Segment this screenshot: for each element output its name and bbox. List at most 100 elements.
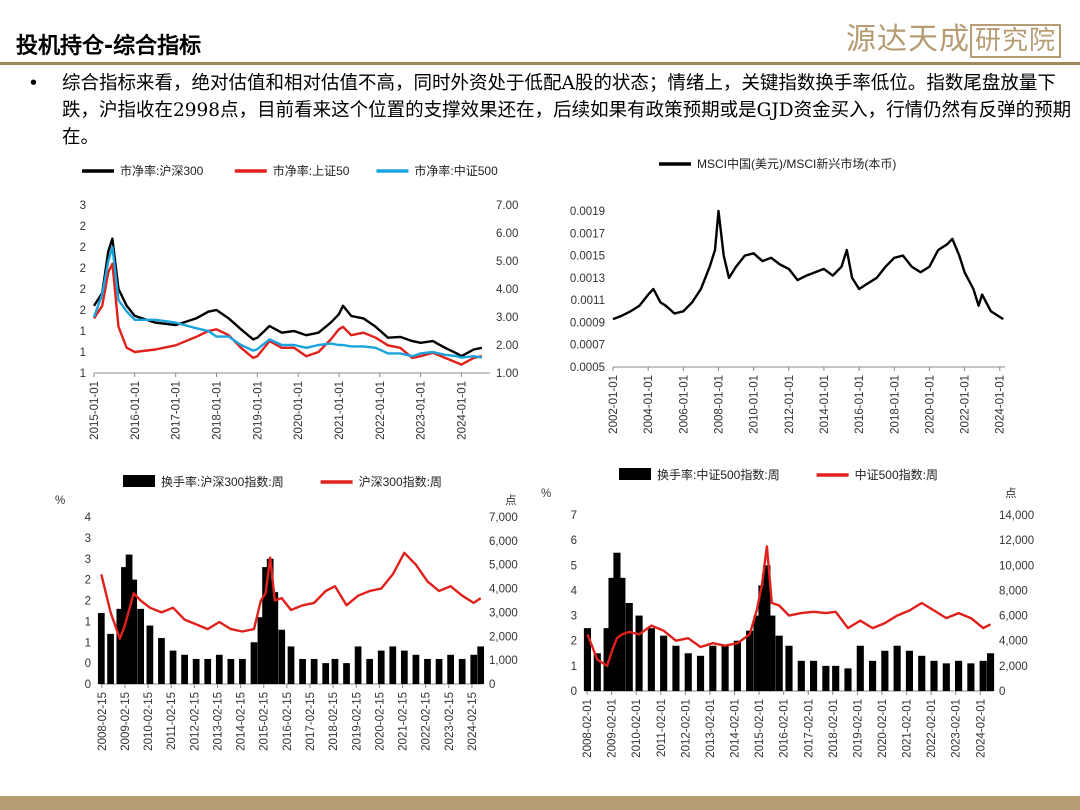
bar <box>343 663 350 684</box>
x-tick-label: 2022-02-01 <box>926 699 938 758</box>
y-tick-label: 1 <box>571 661 577 673</box>
x-tick-label: 2024-02-01 <box>975 699 987 758</box>
x-tick-label: 2023-02-15 <box>444 692 456 751</box>
bar <box>107 633 114 684</box>
bar <box>635 615 643 691</box>
x-tick-label: 2010-02-15 <box>143 692 155 751</box>
legend-swatch <box>123 475 155 487</box>
x-tick-label: 2024-01-01 <box>995 375 1007 434</box>
bar <box>709 645 717 691</box>
y-tick-label: 4 <box>85 512 92 524</box>
y-tick-label: 0.0009 <box>570 317 605 329</box>
y-tick-label: 3 <box>85 533 91 545</box>
bar <box>470 654 478 684</box>
x-tick-label: 2016-01-01 <box>854 375 866 434</box>
left-unit-label: % <box>55 495 65 507</box>
bar <box>613 552 621 691</box>
y2-tick-label: 3.00 <box>496 312 518 324</box>
bar <box>768 615 776 691</box>
legend-swatch <box>619 468 651 480</box>
x-tick-label: 2020-02-01 <box>877 699 889 758</box>
x-tick-label: 2016-02-01 <box>779 699 791 758</box>
x-tick-label: 2006-01-01 <box>678 375 690 434</box>
y-tick-label: 0.0017 <box>570 228 605 240</box>
header-divider <box>0 62 1080 65</box>
x-tick-label: 2004-01-01 <box>643 375 655 434</box>
x-tick-label: 2009-02-01 <box>607 699 619 758</box>
x-tick-label: 2009-02-15 <box>120 692 132 751</box>
series-line <box>92 245 483 359</box>
x-tick-label: 2008-02-15 <box>97 692 109 751</box>
bar <box>844 668 852 691</box>
summary-text: 综合指标来看，绝对估值和相对估值不高，同时外资处于低配A股的状态；情绪上，关键指… <box>62 73 1072 148</box>
x-tick-label: 2011-02-15 <box>166 692 178 750</box>
bar <box>822 665 830 691</box>
bar <box>905 650 914 691</box>
y2-tick-label: 2,000 <box>999 661 1028 673</box>
bar <box>158 638 165 684</box>
bar <box>146 625 154 684</box>
brand-logo: 源达天成 研究院 <box>846 14 1062 58</box>
bar <box>239 658 246 684</box>
y-tick-label: 2 <box>80 284 86 296</box>
legend-label: 中证500指数:周 <box>855 467 938 482</box>
bar <box>322 663 330 684</box>
x-tick-label: 2023-01-01 <box>416 381 428 440</box>
y-tick-label: 7 <box>571 510 577 522</box>
y-tick-label: 0 <box>85 658 91 670</box>
y2-tick-label: 1.00 <box>496 368 518 380</box>
y2-tick-label: 0 <box>489 679 495 691</box>
series-line <box>92 262 483 366</box>
x-tick-label: 2018-01-01 <box>889 375 901 434</box>
bar <box>377 650 385 684</box>
bar <box>930 660 938 691</box>
x-tick-label: 2016-02-15 <box>282 692 294 751</box>
bar <box>918 655 926 691</box>
y2-tick-label: 3,000 <box>489 607 518 619</box>
legend-label: 换手率:沪深300指数:周 <box>161 474 284 489</box>
y-tick-label: 0.0011 <box>571 295 605 307</box>
bar <box>746 630 754 691</box>
y-tick-label: 1 <box>80 347 86 359</box>
y-tick-label: 0.0013 <box>570 273 605 285</box>
y2-tick-label: 14,000 <box>999 510 1034 522</box>
bar <box>204 658 212 684</box>
bar <box>400 650 408 684</box>
chart-pb: 市净率:沪深300 市净率:上证50 市净率:中证500 3 2 2 2 2 2 1 1 1 7.00 6… <box>80 163 519 440</box>
x-tick-label: 2024-02-15 <box>467 692 479 751</box>
bar <box>250 642 258 684</box>
x-tick-label: 2013-02-15 <box>212 692 224 751</box>
x-tick-label: 2015-02-01 <box>754 699 766 758</box>
y-tick-label: 3 <box>571 611 577 623</box>
x-tick-label: 2013-02-01 <box>705 699 717 758</box>
y2-tick-label: 4.00 <box>496 284 518 296</box>
y-tick-label: 0.0007 <box>570 340 605 352</box>
bar <box>257 617 265 684</box>
y2-tick-label: 1,000 <box>489 655 518 667</box>
bar <box>986 653 995 691</box>
bar <box>271 592 279 684</box>
bar <box>810 660 818 691</box>
bar <box>299 658 306 684</box>
x-tick-label: 2010-01-01 <box>749 375 761 434</box>
bar <box>169 650 177 684</box>
x-tick-label: 2023-02-01 <box>951 699 963 758</box>
x-tick-label: 2022-02-15 <box>421 692 433 751</box>
y-tick-label: 3 <box>80 200 86 212</box>
x-tick-label: 2018-01-01 <box>211 381 223 440</box>
bar <box>696 655 705 691</box>
y2-tick-label: 12,000 <box>999 535 1034 547</box>
bar <box>192 658 200 684</box>
bar <box>979 660 987 691</box>
y-tick-label: 0 <box>571 686 577 698</box>
bar <box>785 645 793 691</box>
series-line <box>92 237 483 358</box>
bar <box>672 645 680 691</box>
footer-bar <box>0 796 1080 810</box>
legend-label: 市净率:中证500 <box>414 163 498 178</box>
x-tick-label: 2017-01-01 <box>171 381 183 440</box>
bar <box>797 660 805 691</box>
bullet-dot: • <box>28 73 39 94</box>
right-unit-label: 点 <box>505 494 517 507</box>
x-tick-label: 2014-01-01 <box>819 375 831 434</box>
